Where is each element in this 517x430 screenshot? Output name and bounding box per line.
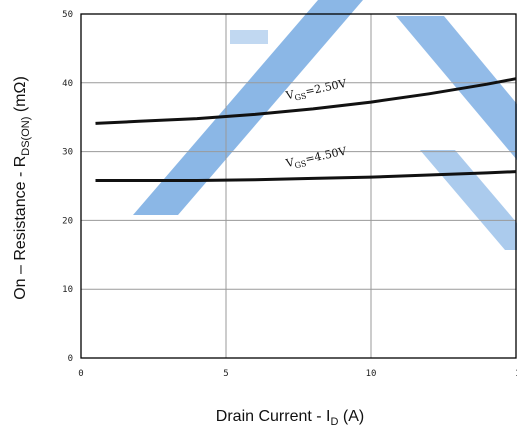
- y-tick-label: 20: [62, 216, 73, 226]
- series-line: [95, 77, 517, 125]
- series-labels: VGS=2.50V VGS=4.50V: [284, 77, 349, 172]
- x-tick-label: 5: [223, 369, 228, 379]
- series-label: VGS=2.50V: [284, 77, 349, 105]
- y-tick-label: 50: [62, 10, 73, 20]
- series-lines: [95, 77, 517, 182]
- y-tick-labels: 0 10 20 30 40 50: [62, 10, 73, 364]
- series-label: VGS=4.50V: [284, 144, 349, 172]
- y-axis-title: On – Resistance - RDS(ON) (mΩ): [12, 76, 32, 300]
- grid-lines: [81, 14, 516, 358]
- x-tick-label: 15: [515, 369, 517, 379]
- y-tick-label: 10: [62, 285, 73, 295]
- watermark-logo: [133, 0, 517, 250]
- series-line: [95, 170, 517, 182]
- x-tick-label: 10: [366, 369, 377, 379]
- y-tick-label: 0: [68, 354, 73, 364]
- plot-frame: [80, 13, 517, 359]
- x-axis-title: Drain Current - ID (A): [216, 408, 364, 428]
- x-tick-label: 0: [78, 369, 83, 379]
- y-tick-label: 30: [62, 148, 73, 158]
- y-tick-label: 40: [62, 79, 73, 89]
- x-tick-labels: 0 5 10 15: [78, 369, 517, 379]
